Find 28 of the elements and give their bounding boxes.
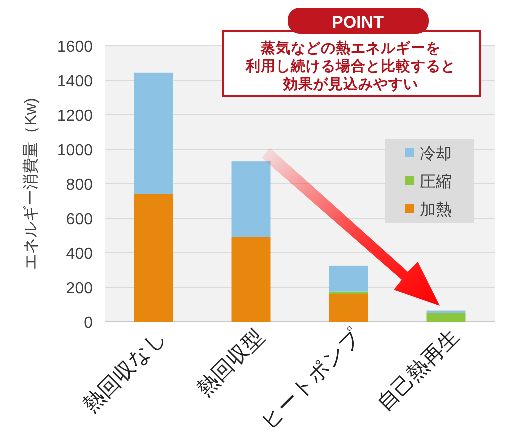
bar: [426, 313, 466, 322]
bar: [329, 292, 368, 294]
y-tick-label: 400: [66, 246, 94, 263]
y-tick-label: 1000: [57, 142, 94, 160]
annotation: 蒸気などの熱エネルギーを: [260, 40, 441, 57]
y-tick-label: 0: [84, 315, 94, 332]
bar: [426, 310, 466, 314]
y-tick-label: 800: [66, 177, 94, 194]
bar: [329, 266, 368, 292]
x-tick-label: 自己熱再生: [373, 325, 464, 416]
bar: [134, 194, 174, 322]
y-tick-label: 600: [66, 212, 94, 228]
y-tick-label: 1400: [57, 74, 94, 90]
legend-label: 圧縮: [420, 173, 452, 191]
bar: [232, 162, 271, 238]
y-axis-title: エネルギー消費量（Kw): [22, 98, 40, 270]
x-tick-label: 熱回収型: [193, 325, 269, 401]
y-tick-label: 1200: [57, 108, 94, 125]
bar: [329, 294, 368, 322]
text: POINT: [332, 13, 385, 32]
bar: [232, 237, 271, 322]
y-tick-label: 200: [66, 280, 94, 298]
annotation: 効果が見込みやすい: [282, 76, 418, 93]
bar: [134, 72, 174, 194]
legend-label: 冷却: [420, 145, 452, 163]
legend-label: 加熱: [420, 201, 452, 219]
annotation: 利用し続ける場合と比較すると: [245, 58, 456, 75]
y-tick-label: 1600: [57, 39, 94, 56]
